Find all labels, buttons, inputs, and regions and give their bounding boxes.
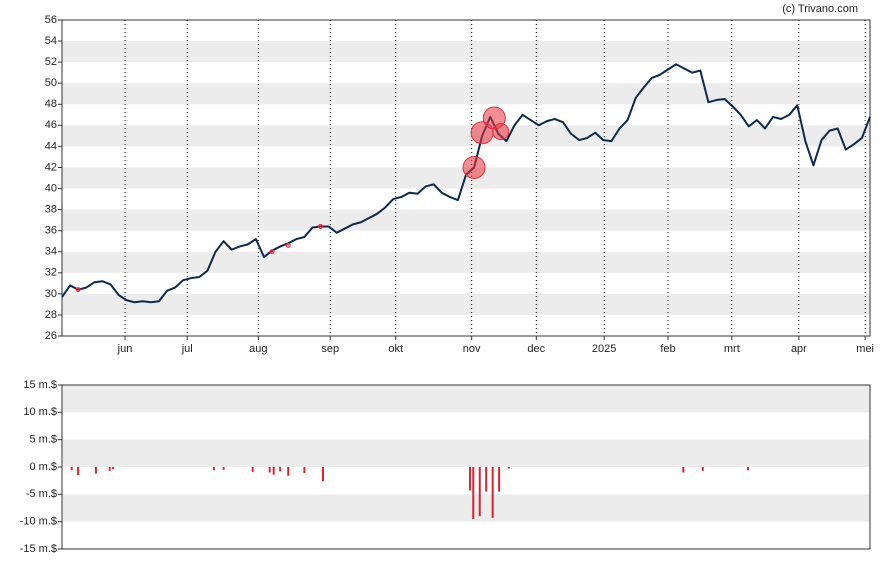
y-tick-label: 5 m.$: [29, 434, 57, 446]
y-tick-label: 46: [45, 119, 57, 131]
x-tick-label: jun: [117, 343, 133, 355]
bar: [321, 467, 324, 482]
bar: [498, 467, 501, 492]
bar: [272, 467, 275, 475]
bar: [212, 467, 215, 471]
band: [62, 209, 870, 231]
x-tick-label: feb: [660, 343, 675, 355]
y-tick-label: -5 m.$: [26, 488, 57, 500]
bar: [108, 467, 111, 471]
y-tick-label: 42: [45, 161, 57, 173]
y-tick-label: -15 m.$: [20, 543, 57, 555]
x-tick-label: jul: [181, 343, 193, 355]
x-tick-label: 2025: [592, 343, 616, 355]
y-tick-label: 32: [45, 267, 57, 279]
x-tick-label: nov: [463, 343, 481, 355]
y-tick-label: 34: [45, 246, 57, 258]
x-tick-label: aug: [249, 343, 267, 355]
band: [62, 41, 870, 63]
bar: [491, 467, 494, 518]
bar: [111, 467, 114, 470]
trade-marker: [492, 123, 510, 141]
y-tick-label: 40: [45, 182, 57, 194]
bar: [303, 467, 306, 474]
y-tick-label: 10 m.$: [23, 406, 57, 418]
bar: [279, 467, 282, 472]
bar: [469, 467, 472, 491]
bar: [478, 467, 481, 517]
trade-marker: [75, 287, 81, 293]
y-tick-label: 54: [45, 35, 57, 47]
trade-marker: [318, 223, 324, 229]
trade-marker: [269, 249, 275, 255]
y-tick-label: 50: [45, 77, 57, 89]
y-tick-label: 52: [45, 56, 57, 68]
band: [62, 293, 870, 315]
trade-marker: [285, 242, 291, 248]
y-tick-label: 44: [45, 140, 57, 152]
bar: [70, 467, 73, 471]
band: [62, 494, 870, 522]
bar: [222, 467, 225, 470]
x-tick-label: mei: [856, 343, 874, 355]
x-tick-label: dec: [527, 343, 545, 355]
y-tick-label: -10 m.$: [20, 516, 57, 528]
bar: [682, 467, 685, 473]
credit: (c) Trivano.com: [782, 3, 858, 15]
band: [62, 439, 870, 467]
bar: [701, 467, 704, 471]
bar: [77, 467, 80, 476]
y-tick-label: 28: [45, 309, 57, 321]
x-tick-label: apr: [791, 343, 807, 355]
x-tick-label: mrt: [724, 343, 740, 355]
band: [62, 385, 870, 413]
bar: [472, 467, 475, 519]
y-tick-label: 30: [45, 288, 57, 300]
band: [62, 251, 870, 273]
y-tick-label: 0 m.$: [29, 461, 57, 473]
bar: [268, 467, 271, 473]
bar: [485, 467, 488, 492]
bar: [94, 467, 97, 474]
bar: [287, 467, 290, 476]
y-tick-label: 56: [45, 14, 57, 26]
bar: [746, 467, 749, 471]
trade-marker: [462, 155, 486, 179]
x-tick-label: okt: [388, 343, 403, 355]
plot-frame: [61, 19, 871, 337]
x-tick-label: sep: [321, 343, 339, 355]
y-tick-label: 48: [45, 98, 57, 110]
band: [62, 125, 870, 147]
bar: [251, 467, 254, 472]
bar: [507, 467, 510, 469]
y-tick-label: 36: [45, 225, 57, 237]
band: [62, 83, 870, 105]
y-tick-label: 38: [45, 204, 57, 216]
y-tick-label: 26: [45, 330, 57, 342]
y-tick-label: 15 m.$: [23, 379, 57, 391]
